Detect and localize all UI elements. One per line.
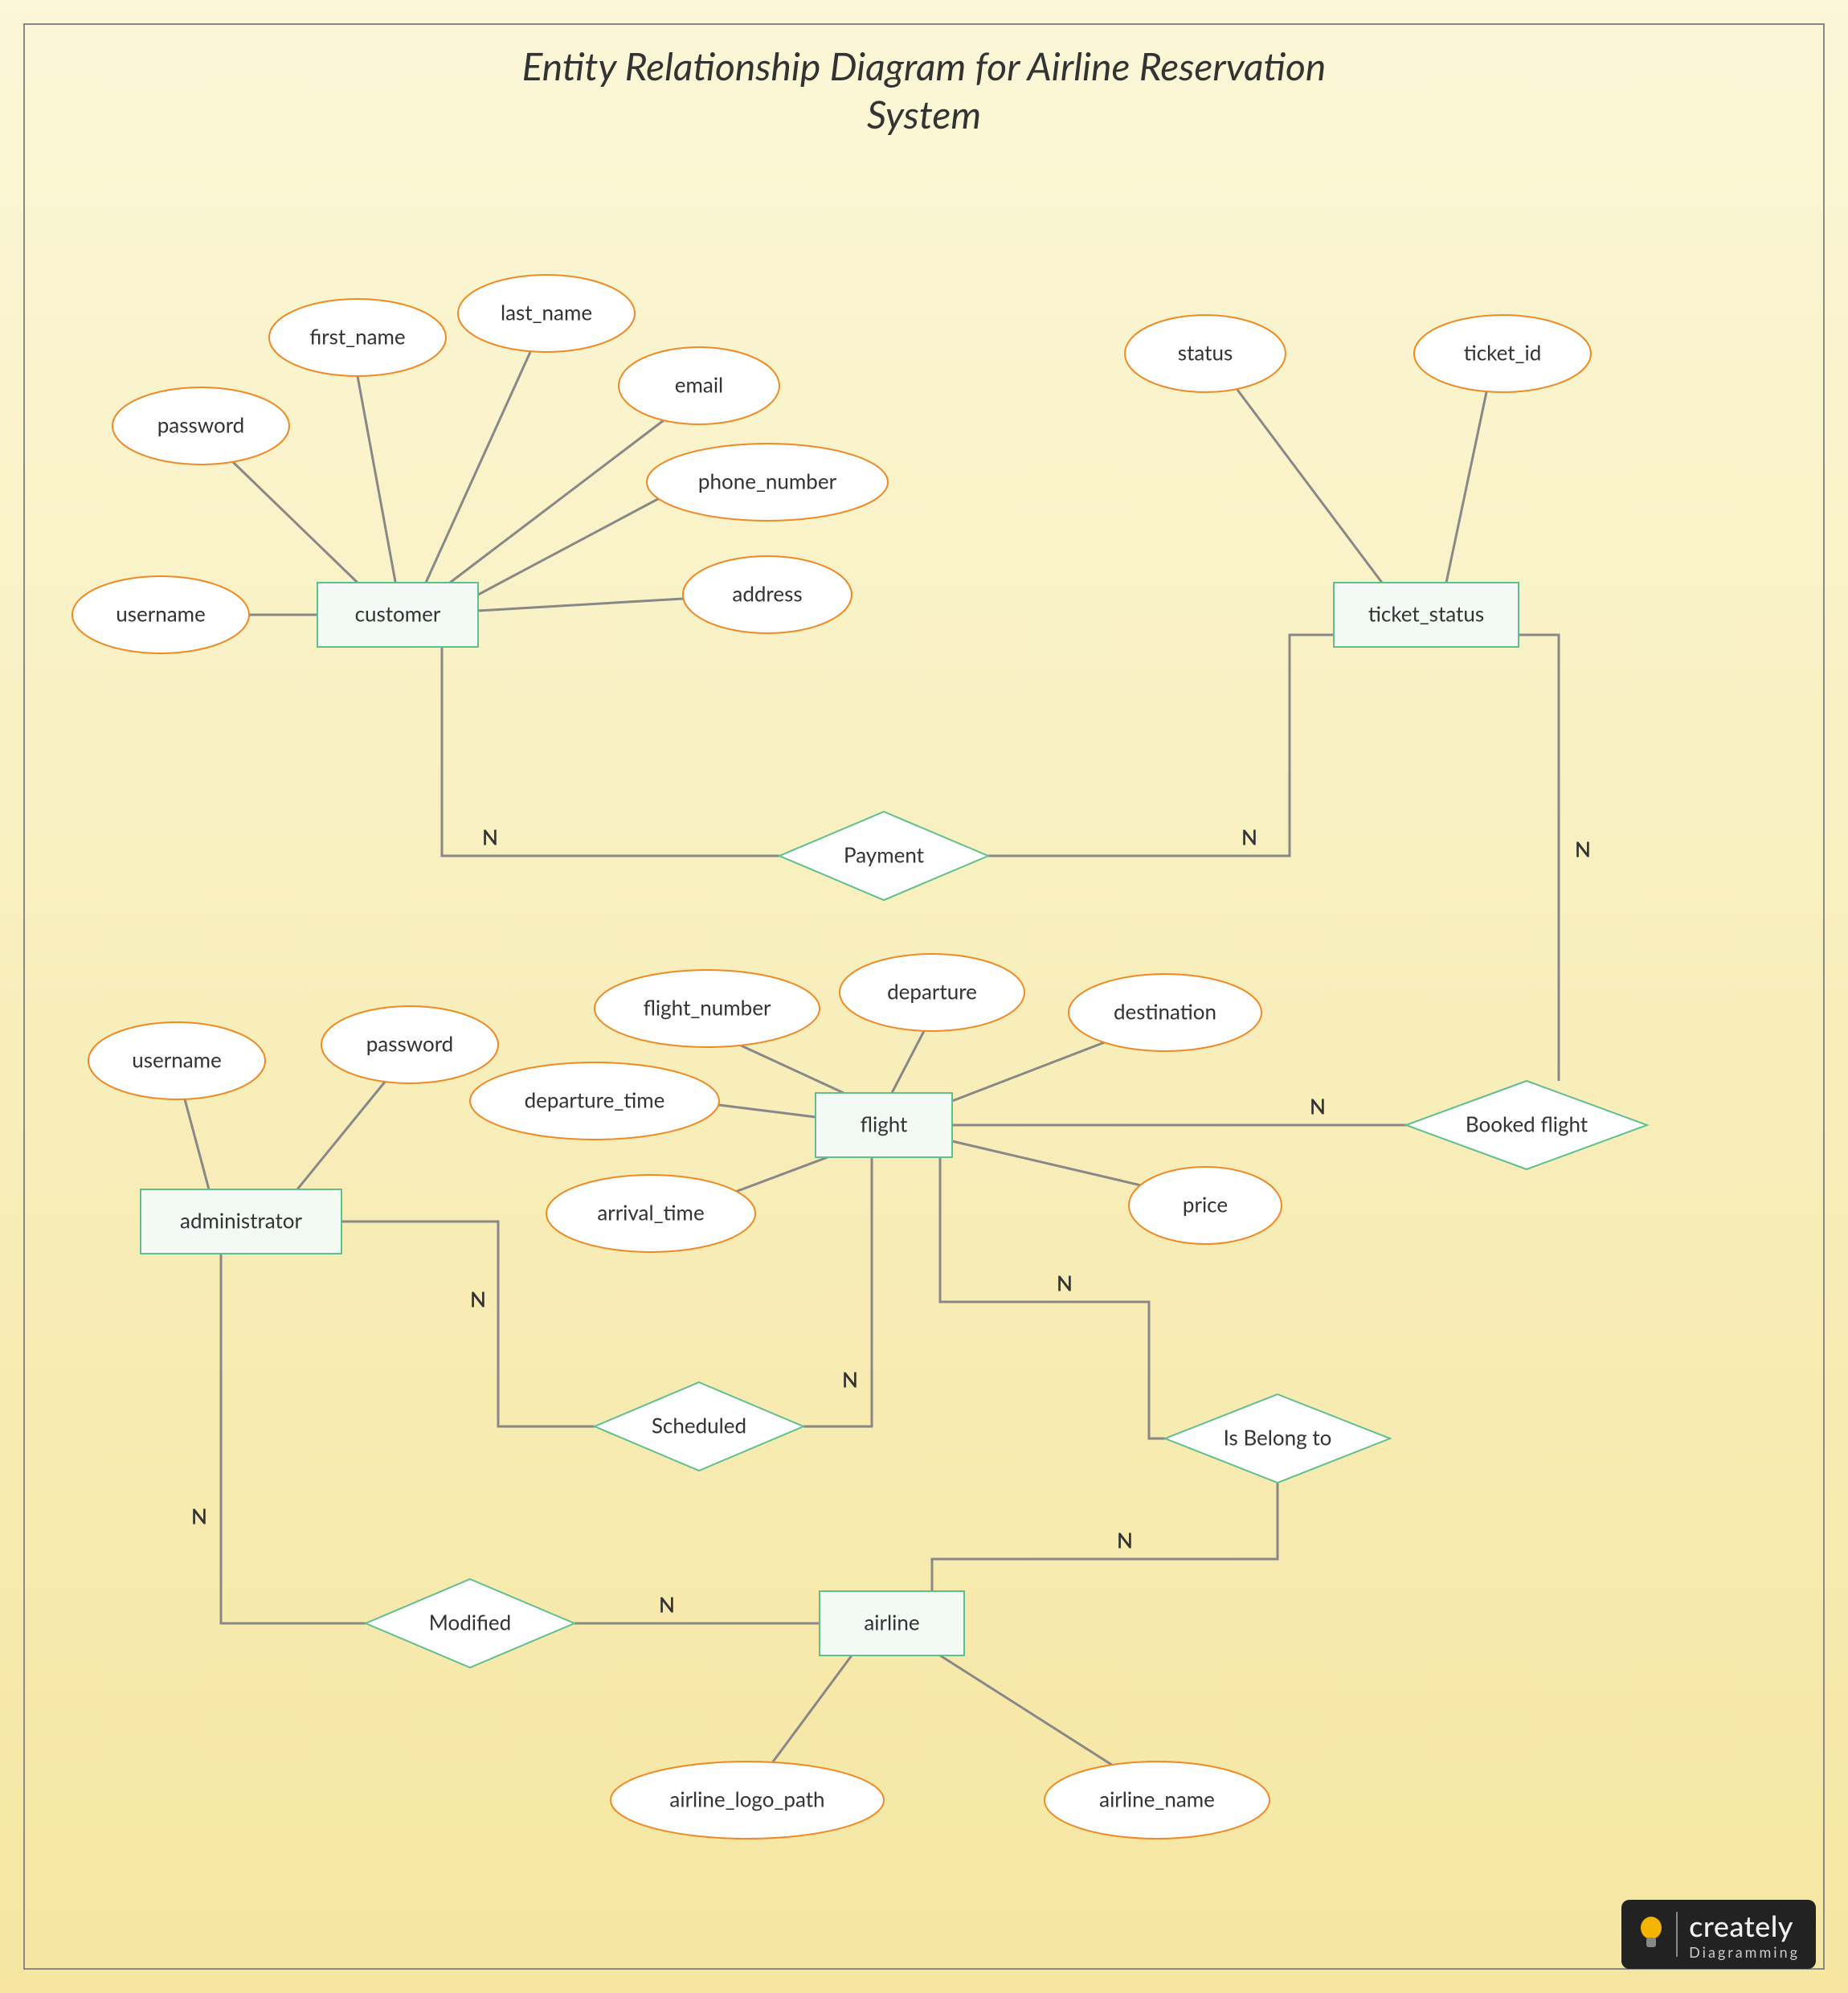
relation-label-r_modified: Modified: [429, 1610, 511, 1635]
attribute-label-f_price: price: [1183, 1192, 1228, 1217]
diagram-canvas: Entity Relationship Diagram for Airline …: [0, 0, 1848, 1993]
cardinality-label: N: [1310, 1094, 1326, 1119]
attribute-label-a_password: password: [366, 1031, 454, 1057]
attribute-label-a_username: username: [132, 1047, 222, 1073]
entity-label-administrator: administrator: [180, 1208, 302, 1234]
attribute-label-f_dep_time: departure_time: [525, 1087, 665, 1113]
entity-label-flight: flight: [861, 1111, 908, 1137]
attribute-label-c_address: address: [732, 581, 802, 607]
attribute-label-al_logo: airline_logo_path: [669, 1786, 824, 1812]
cardinality-label: N: [470, 1287, 486, 1312]
attribute-label-f_arr_time: arrival_time: [597, 1200, 704, 1226]
logo-text: creately Diagramming: [1689, 1908, 1800, 1961]
attribute-label-c_phone: phone_number: [698, 469, 837, 494]
logo-brand: creately: [1689, 1908, 1800, 1943]
cardinality-label: N: [191, 1504, 207, 1529]
attribute-label-c_first_name: first_name: [309, 324, 405, 350]
entity-label-ticket_status: ticket_status: [1368, 601, 1484, 627]
cardinality-label: N: [1117, 1528, 1133, 1553]
svg-text:Entity Relationship Diagram fo: Entity Relationship Diagram for Airline …: [522, 43, 1327, 89]
attribute-label-al_name: airline_name: [1099, 1786, 1215, 1812]
attribute-label-f_flight_num: flight_number: [644, 995, 771, 1021]
entity-label-airline: airline: [864, 1610, 919, 1635]
relation-label-r_belong: Is Belong to: [1224, 1425, 1332, 1451]
attribute-label-c_last_name: last_name: [501, 300, 592, 325]
lightbulb-icon: [1637, 1915, 1665, 1954]
cardinality-label: N: [1575, 837, 1591, 862]
attribute-label-c_email: email: [675, 372, 723, 398]
logo-divider: [1676, 1912, 1678, 1957]
attribute-label-c_username: username: [116, 601, 206, 627]
cardinality-label: N: [1057, 1271, 1073, 1296]
attribute-label-f_departure: departure: [887, 979, 977, 1005]
relation-label-r_payment: Payment: [844, 842, 925, 868]
attribute-label-t_ticket_id: ticket_id: [1464, 340, 1542, 366]
logo-tagline: Diagramming: [1689, 1943, 1800, 1961]
attribute-label-f_destination: destination: [1114, 999, 1216, 1025]
cardinality-label: N: [842, 1367, 858, 1393]
relation-label-r_scheduled: Scheduled: [652, 1413, 746, 1438]
relation-label-r_booked: Booked flight: [1466, 1111, 1588, 1137]
cardinality-label: N: [1241, 825, 1257, 850]
svg-text:System: System: [867, 92, 981, 137]
creately-logo: creately Diagramming: [1621, 1900, 1816, 1969]
cardinality-label: N: [482, 825, 498, 850]
entity-label-customer: customer: [355, 601, 441, 627]
attribute-label-c_password: password: [157, 412, 245, 438]
cardinality-label: N: [659, 1592, 675, 1618]
diagram-svg: Entity Relationship Diagram for Airline …: [0, 0, 1848, 1993]
attribute-label-t_status: status: [1178, 340, 1233, 366]
